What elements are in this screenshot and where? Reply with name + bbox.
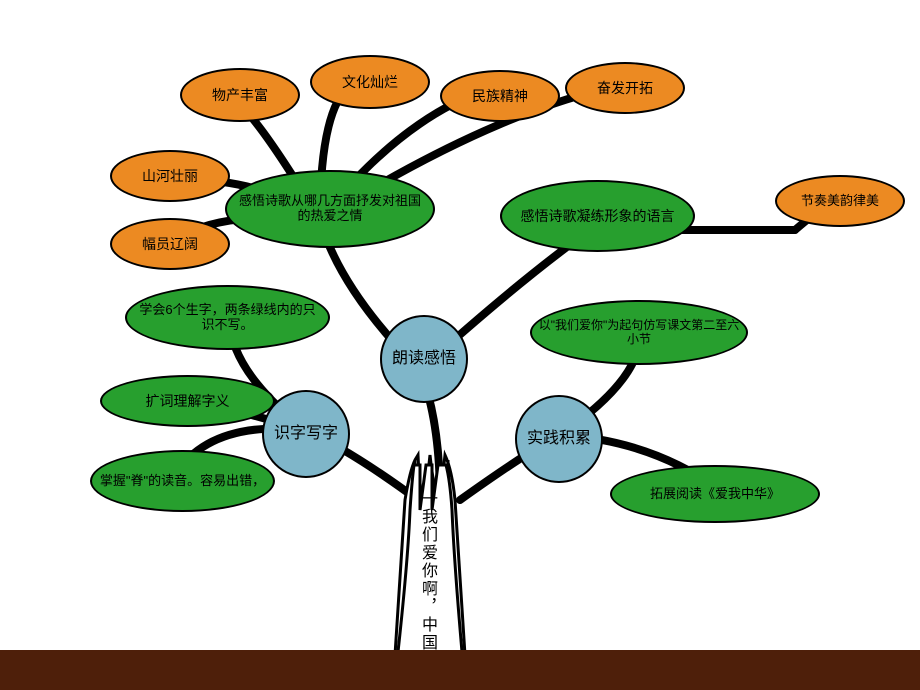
- fruit-3: 物产丰富: [180, 68, 300, 122]
- fruit-4: 文化灿烂: [310, 55, 430, 109]
- main-reading: 朗读感悟: [380, 315, 468, 403]
- fruit-6: 奋发开拓: [565, 62, 685, 114]
- fruit-7: 节奏美韵律美: [775, 175, 905, 227]
- prac-leaf-1: 以"我们爱你"为起句仿写课文第二至六小节: [530, 300, 748, 365]
- trunk-label: 一我们爱你啊，中国: [415, 490, 439, 652]
- lit-leaf-1: 学会6个生字，两条绿线内的只识不写。: [125, 285, 330, 350]
- read-leaf-1: 感悟诗歌从哪几方面抒发对祖国的热爱之情: [225, 170, 435, 248]
- fruit-5: 民族精神: [440, 70, 560, 122]
- lit-leaf-2: 扩词理解字义: [100, 375, 275, 427]
- ground: [0, 650, 920, 690]
- fruit-1: 幅员辽阔: [110, 218, 230, 270]
- read-leaf-2: 感悟诗歌凝练形象的语言: [500, 180, 695, 252]
- fruit-2: 山河壮丽: [110, 150, 230, 202]
- main-practice: 实践积累: [515, 395, 603, 483]
- lit-leaf-3: 掌握"脊"的读音。容易出错，: [90, 450, 275, 512]
- prac-leaf-2: 拓展阅读《爱我中华》: [610, 465, 820, 523]
- main-literacy: 识字写字: [262, 390, 350, 478]
